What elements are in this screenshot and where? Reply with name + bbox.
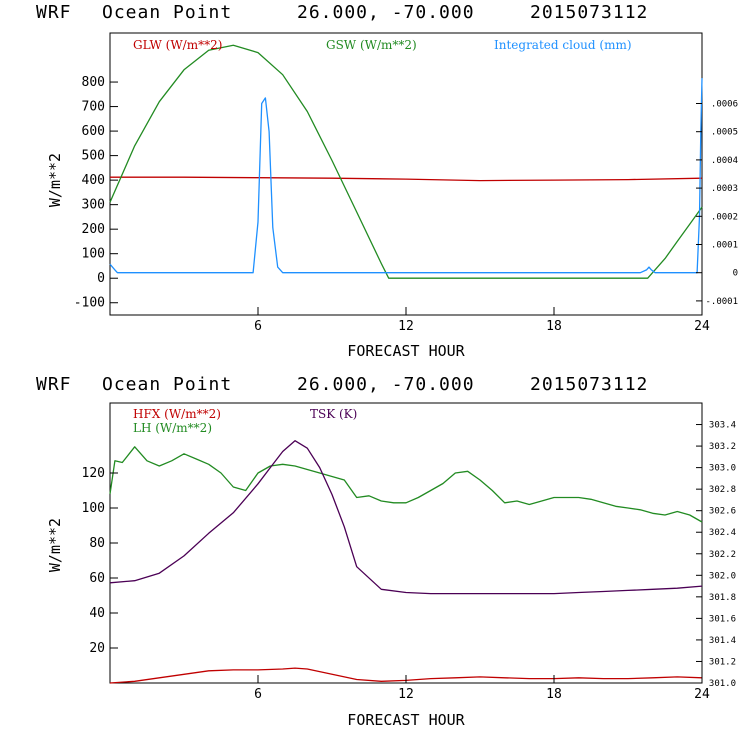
panel1-header-model: WRF: [36, 2, 72, 23]
x-tick-label: 18: [546, 687, 562, 702]
panel1-header-location: Ocean Point: [102, 2, 232, 23]
series-line-hfx: [109, 667, 703, 684]
series-line-glw: [110, 176, 703, 182]
y-tick-label: 600: [82, 124, 105, 139]
panel2-header-datetime: 2015073112: [530, 374, 648, 395]
panel2-header-model: WRF: [36, 374, 72, 395]
y-tick-label: 40: [89, 606, 105, 621]
series-line-lh: [109, 446, 703, 523]
panel2-ticks-layer: 6 12 18 24 20 40 60 80 100 120 301.0 301.2 301.4 301.…: [82, 421, 736, 702]
panel2-header-coords: 26.000, -70.000: [297, 374, 475, 395]
y2-tick-label: .0003: [711, 184, 738, 194]
panel2-header-location: Ocean Point: [102, 374, 232, 395]
y-tick-label: 100: [82, 501, 105, 516]
panel1-header-datetime: 2015073112: [530, 2, 648, 23]
legend-lh: LH (W/m**2): [133, 421, 212, 435]
y2-tick-label: 0: [733, 269, 738, 279]
y2-tick-label: .0001: [711, 241, 738, 251]
panel1-x-axis-label: FORECAST HOUR: [347, 342, 465, 360]
y-tick-label: 60: [89, 571, 105, 586]
x-tick-label: 24: [694, 687, 710, 702]
legend-glw: GLW (W/m**2): [133, 38, 222, 52]
series-line-integrated: [109, 78, 703, 274]
series-line-gsw: [109, 44, 703, 279]
y-tick-label: 400: [82, 173, 105, 188]
y-tick-label: 120: [82, 466, 105, 481]
y-tick-label: 700: [82, 100, 105, 115]
series-line-tsk: [109, 440, 703, 595]
y-tick-label: 300: [82, 198, 105, 213]
y-tick-label: 100: [82, 247, 105, 262]
x-tick-label: 6: [254, 687, 262, 702]
panel-radiation-cloud: WRF Ocean Point 26.000, -70.000 20150731…: [36, 2, 738, 360]
y-tick-label: 0: [97, 271, 105, 286]
y2-tick-label: 303.4: [709, 421, 736, 431]
x-tick-label: 12: [398, 687, 414, 702]
x-tick-label: 6: [254, 319, 262, 334]
y-tick-label: 200: [82, 222, 105, 237]
panel2-y-axis-label: W/m**2: [46, 518, 64, 572]
y2-tick-label: 302.8: [709, 485, 736, 495]
legend-gsw: GSW (W/m**2): [326, 38, 417, 52]
y-tick-label: 500: [82, 149, 105, 164]
y2-tick-label: 303.2: [709, 442, 736, 452]
y-tick-label: 20: [89, 641, 105, 656]
y2-tick-label: 303.0: [709, 464, 736, 474]
y2-tick-label: 302.4: [709, 528, 736, 538]
y2-tick-label: .0002: [711, 212, 738, 222]
x-tick-label: 24: [694, 319, 710, 334]
x-tick-label: 12: [398, 319, 414, 334]
y2-tick-label: 301.8: [709, 593, 736, 603]
y2-tick-label: 301.4: [709, 636, 736, 646]
y2-tick-label: .0005: [711, 128, 738, 138]
panel1-series-layer: [109, 44, 703, 279]
y2-tick-label: 302.2: [709, 550, 736, 560]
y2-tick-label: .0004: [711, 156, 738, 166]
y2-tick-label: 301.0: [709, 679, 736, 689]
panel2-x-axis-label: FORECAST HOUR: [347, 711, 465, 729]
y-tick-label: -100: [74, 296, 105, 311]
panel1-y-axis-label: W/m**2: [46, 153, 64, 207]
y2-tick-label: 301.2: [709, 657, 736, 667]
y-tick-label: 800: [82, 75, 105, 90]
y2-tick-label: 301.6: [709, 614, 736, 624]
y2-tick-label: .0006: [711, 100, 738, 110]
y2-tick-label: 302.0: [709, 571, 736, 581]
x-tick-label: 18: [546, 319, 562, 334]
legend-integrated-cloud: Integrated cloud (mm): [494, 38, 632, 52]
panel1-header-coords: 26.000, -70.000: [297, 2, 475, 23]
legend-hfx: HFX (W/m**2): [133, 407, 221, 421]
panel2-series-layer: [109, 440, 703, 684]
y2-tick-label: 302.6: [709, 507, 736, 517]
panel1-ticks-layer: 6 12 18 24 -100 0 100 200 300 400 500 600 700 800 -.00…: [74, 75, 738, 334]
y2-tick-label: -.0001: [705, 297, 738, 307]
panel-surface-fluxes: WRF Ocean Point 26.000, -70.000 20150731…: [36, 374, 736, 729]
y-tick-label: 80: [89, 536, 105, 551]
legend-tsk: TSK (K): [310, 407, 357, 421]
